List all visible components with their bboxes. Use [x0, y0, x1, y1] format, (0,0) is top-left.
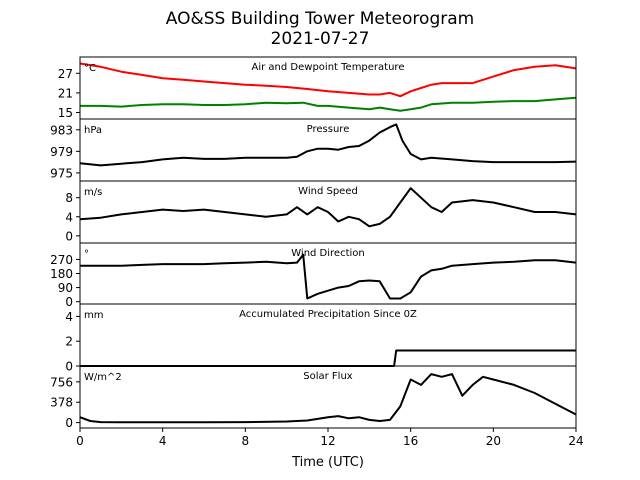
x-tick-label-3: 12 — [320, 434, 335, 448]
panel-4: 0 2 4 mm Accumulated Precipitation Since 0Z — [65, 303, 577, 374]
x-tick-label-6: 24 — [568, 434, 583, 448]
y-tick-label-4-1: 2 — [65, 335, 73, 349]
y-tick-label-4-0: 0 — [65, 360, 73, 374]
y-tick-label-2-1: 4 — [65, 210, 73, 224]
y-tick-label-3-0: 0 — [65, 295, 73, 309]
panel-unit-2: m/s — [84, 187, 102, 198]
x-tick-label-2: 8 — [242, 434, 250, 448]
series-line-0-1 — [80, 96, 577, 112]
panel-title-4: Accumulated Precipitation Since 0Z — [239, 309, 417, 320]
x-axis: 0 4 8 12 16 20 24 — [76, 428, 584, 448]
panel-title-1: Pressure — [307, 124, 350, 135]
panel-unit-3: ° — [84, 249, 89, 260]
panel-title-2: Wind Speed — [298, 186, 358, 197]
y-tick-label-1-0: 975 — [50, 166, 73, 180]
series-line-4-0 — [80, 349, 576, 367]
y-tick-label-3-3: 270 — [50, 253, 73, 267]
panel-title-0: Air and Dewpoint Temperature — [252, 62, 405, 73]
y-tick-label-2-2: 8 — [65, 191, 73, 205]
panel-2: 0 4 8 m/s Wind Speed — [65, 180, 577, 244]
y-tick-label-2-0: 0 — [65, 229, 73, 243]
panel-unit-0: °C — [84, 63, 96, 74]
panel-5: 0 378 756 W/m^2 Solar Flux — [50, 365, 577, 430]
series-line-5-0 — [79, 373, 577, 424]
x-tick-label-0: 0 — [76, 434, 84, 448]
y-tick-label-3-2: 180 — [50, 267, 73, 281]
y-tick-label-1-1: 979 — [50, 145, 73, 159]
x-axis-label: Time (UTC) — [291, 455, 364, 470]
figure-title-line1: AO&SS Building Tower Meteorogram — [166, 9, 474, 29]
x-tick-label-4: 16 — [403, 434, 418, 448]
panel-title-5: Solar Flux — [303, 371, 353, 382]
panel-unit-4: mm — [84, 310, 103, 321]
panel-title-3: Wind Direction — [291, 248, 365, 259]
y-tick-label-5-1: 378 — [50, 396, 73, 410]
panel-1: 975 979 983 hPa Pressure — [50, 118, 577, 182]
series-line-1-0 — [79, 123, 577, 167]
figure-title-line2: 2021-07-27 — [271, 29, 370, 49]
series-line-0-0 — [79, 62, 577, 98]
x-tick-label-1: 4 — [159, 434, 167, 448]
panel-unit-5: W/m^2 — [84, 372, 122, 383]
y-tick-label-4-2: 4 — [65, 310, 73, 324]
x-tick-label-5: 20 — [486, 434, 501, 448]
series-line-3-0 — [80, 253, 577, 300]
y-tick-label-0-1: 21 — [58, 86, 73, 100]
y-tick-label-5-0: 0 — [65, 416, 73, 430]
series-line-2-0 — [79, 187, 577, 228]
y-tick-label-3-1: 90 — [58, 281, 73, 295]
y-tick-label-1-2: 983 — [50, 123, 73, 137]
panel-unit-1: hPa — [84, 125, 102, 136]
y-tick-label-0-0: 15 — [58, 106, 73, 120]
y-tick-label-0-2: 27 — [58, 67, 73, 81]
y-tick-label-5-2: 756 — [50, 375, 73, 389]
panel-0: 15 21 27 °C Air and Dewpoint Temperature — [58, 56, 577, 120]
